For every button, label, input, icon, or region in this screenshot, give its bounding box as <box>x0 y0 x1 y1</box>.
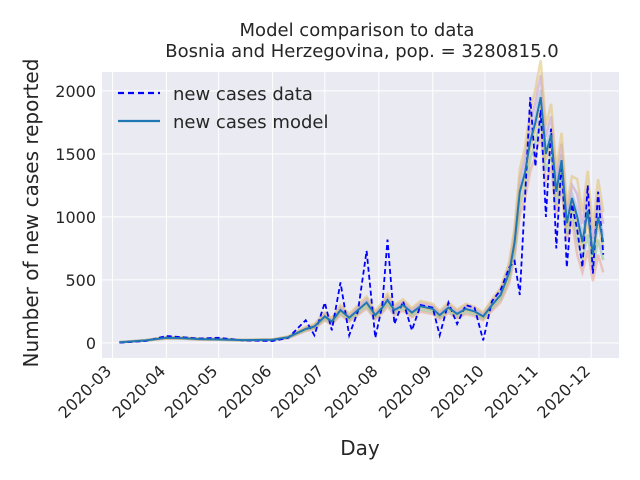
y-tick-label: 500 <box>65 271 96 290</box>
legend-label-data: new cases data <box>173 84 313 105</box>
y-tick-label: 2000 <box>55 82 96 101</box>
y-tick-label: 1000 <box>55 208 96 227</box>
series-lines <box>119 96 605 344</box>
y-tick-label: 0 <box>86 334 96 353</box>
series-line-model <box>119 96 605 344</box>
series-line-data <box>119 97 605 344</box>
y-axis-ticks: 0 500 1000 1500 2000 <box>55 82 96 353</box>
model-run-line <box>119 60 605 344</box>
x-axis-label: Day <box>340 436 380 460</box>
chart-subtitle: Bosnia and Herzegovina, pop. = 3280815.0 <box>165 41 558 62</box>
y-axis-label: Number of new cases reported <box>19 59 43 368</box>
legend-label-model: new cases model <box>173 112 328 133</box>
chart-title: Model comparison to data <box>240 20 475 41</box>
y-tick-label: 1500 <box>55 145 96 164</box>
legend: new cases data new cases model <box>118 84 328 133</box>
